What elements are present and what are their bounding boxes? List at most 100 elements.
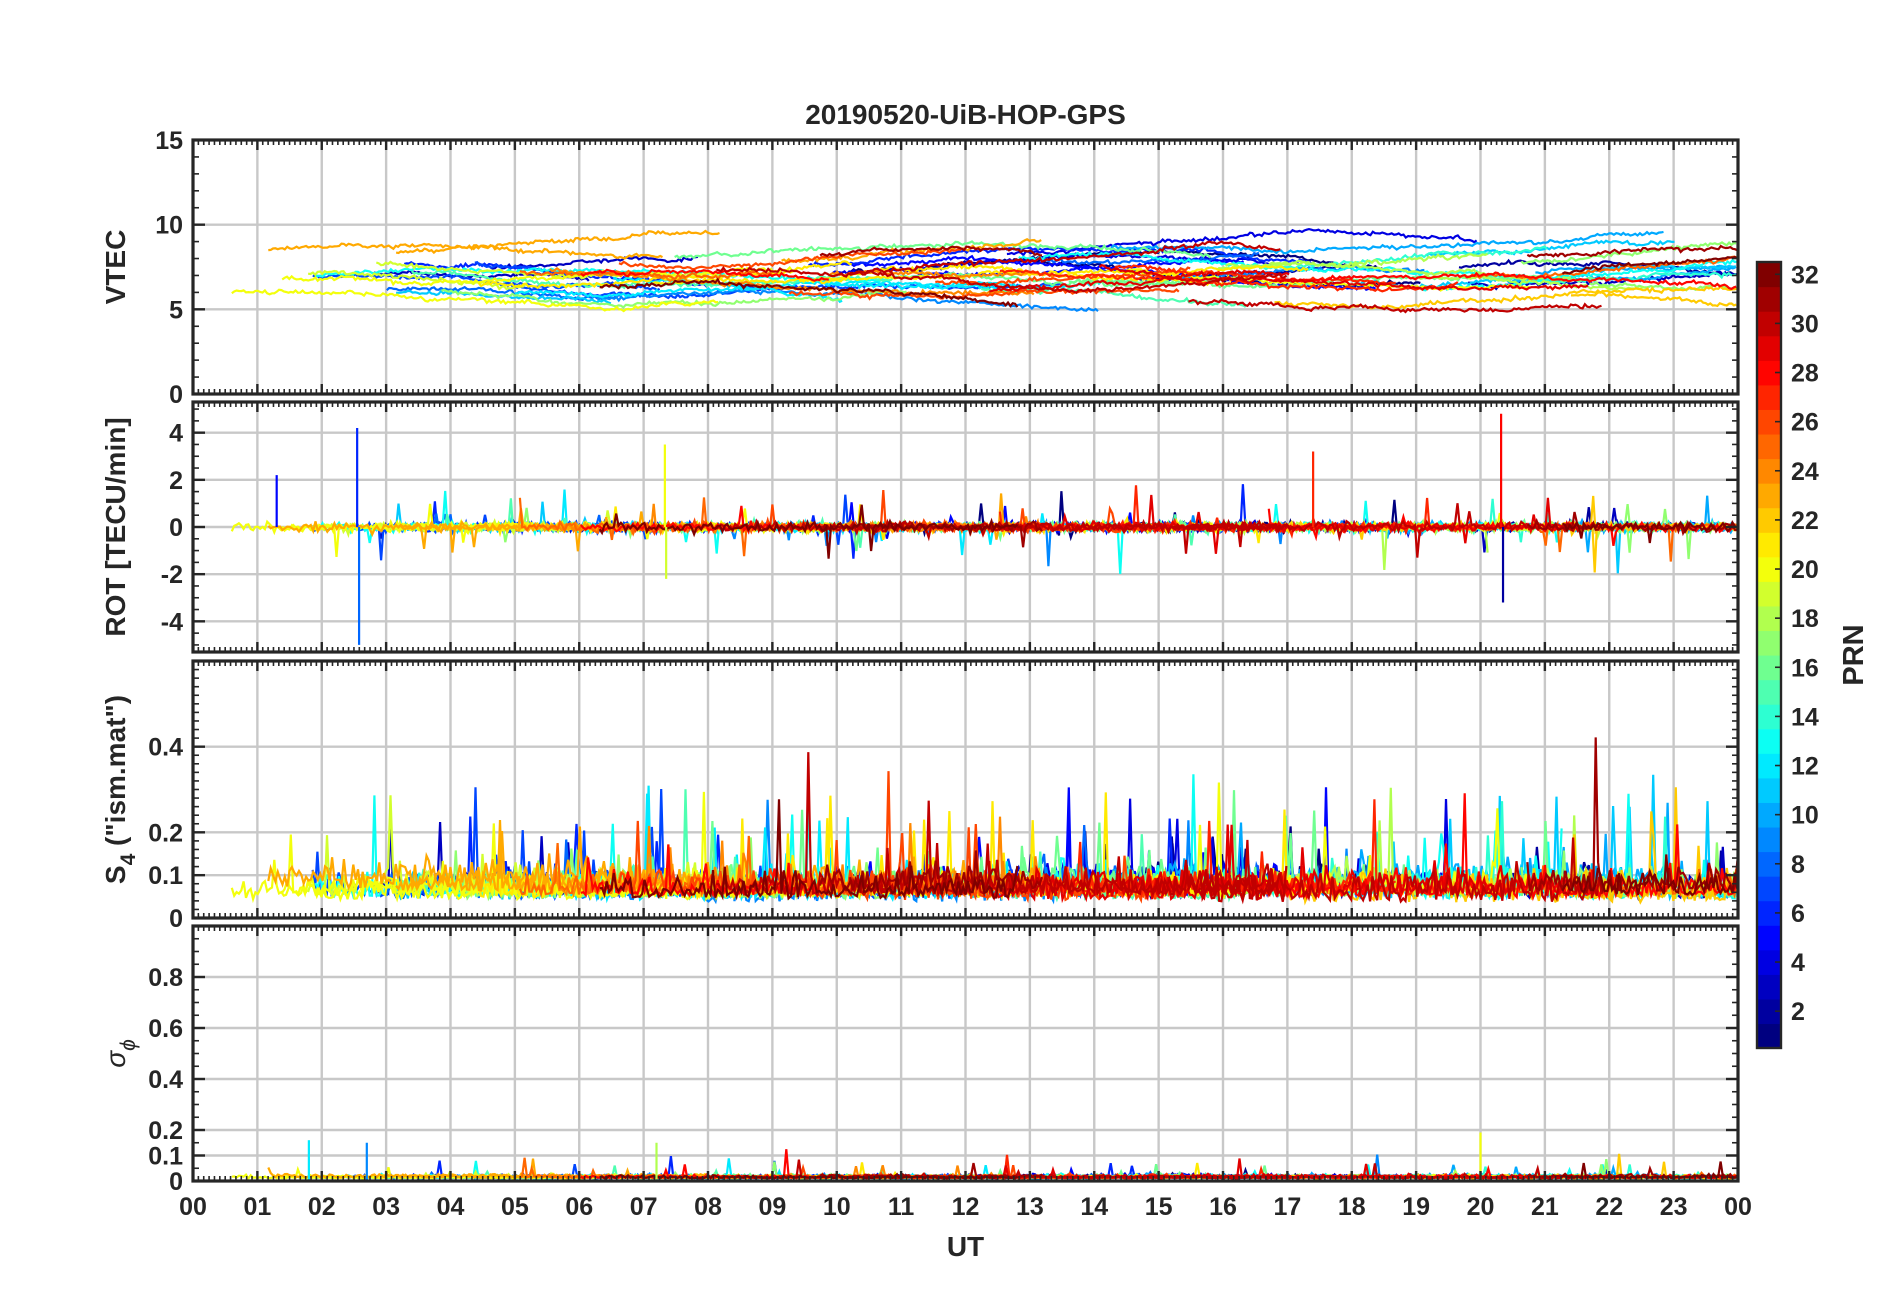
colorbar-tick-label: 14	[1791, 703, 1819, 731]
series-line-prn-29	[989, 268, 1290, 293]
y-tick-label: 0	[169, 1168, 183, 1196]
colorbar-swatch	[1757, 925, 1781, 951]
series-line-prn-17	[1520, 241, 1737, 265]
series-line-prn-32	[1561, 255, 1738, 275]
series-line-prn-32	[1561, 1161, 1738, 1181]
y-tick-label: 15	[155, 127, 183, 155]
panel-vtec: 0 5 10 15 VTEC	[100, 127, 1740, 409]
y-tick-label: 0.1	[148, 862, 183, 890]
series-line-prn-32	[599, 277, 1019, 308]
series-line-prn-20	[231, 288, 719, 313]
y-tick-label: 0.1	[148, 1143, 183, 1171]
series-line-prn-31	[819, 850, 1044, 894]
series-line-prn-29	[1098, 264, 1589, 292]
series-group	[231, 227, 1738, 314]
series-line-prn-10	[1110, 230, 1664, 255]
colorbar-label: PRN	[1838, 624, 1870, 685]
ticks	[191, 138, 1740, 396]
y-tick-label: -2	[161, 561, 183, 589]
y-tick-label: 0.2	[148, 1117, 183, 1145]
x-axis: 00 01 02 03 04 05 06 07 08 09 10 11 12 13 14 15 16 17 18 19…	[179, 1193, 1752, 1221]
series-line-prn-32	[1561, 519, 1738, 544]
colorbar-frame	[1755, 260, 1783, 1050]
y-tick-label: 0	[169, 905, 183, 933]
panel-s4: 0 0.1 0.2 0.4 S4 ("ism.mat")	[100, 659, 1740, 933]
y-label-rest: ("ism.mat")	[100, 695, 131, 854]
ticks	[191, 925, 1740, 1183]
ticks	[191, 402, 1740, 652]
x-axis-label: UT	[947, 1231, 984, 1262]
colorbar-swatch	[1757, 581, 1781, 607]
y-tick-label: 0	[169, 514, 183, 542]
series-line-prn-22	[1571, 290, 1737, 308]
colorbar-swatch	[1757, 728, 1781, 754]
y-label-main: S	[100, 865, 131, 884]
y-tick-label: 4	[169, 420, 183, 448]
x-tick-label: 17	[1273, 1193, 1301, 1221]
series-line-prn-31	[819, 245, 1043, 258]
series-group	[231, 1132, 1738, 1181]
x-tick-label: 20	[1467, 1193, 1495, 1221]
series-line-prn-32	[599, 1172, 1018, 1180]
colorbar-swatch	[1757, 679, 1781, 705]
series-line-prn-6	[808, 246, 1313, 268]
series-line-prn-13	[315, 266, 887, 283]
colorbar-swatch	[1757, 483, 1781, 509]
series-line-prn-32	[1561, 854, 1738, 897]
x-tick-label: 10	[823, 1193, 851, 1221]
x-tick-label: 12	[952, 1193, 980, 1221]
x-tick-label: 09	[758, 1193, 786, 1221]
y-tick-label: 0.6	[148, 1015, 183, 1043]
series-group	[230, 413, 1738, 645]
y-tick-label: 10	[155, 212, 183, 240]
panel-sigma-phi: 00.10.2 0.4 0.6 0.8 σϕ	[100, 924, 1740, 1196]
series-line-prn-23	[395, 516, 721, 552]
x-tick-label: 00	[1724, 1193, 1752, 1221]
colorbar-tick-label: 10	[1791, 802, 1819, 830]
y-label-sub: 4	[117, 853, 140, 865]
series-line-prn-26	[788, 287, 1180, 301]
series-line-prn-18	[1417, 273, 1646, 291]
x-tick-label: 03	[372, 1193, 400, 1221]
x-tick-label: 16	[1209, 1193, 1237, 1221]
colorbar-swatch	[1757, 826, 1781, 853]
colorbar-tick-label: 18	[1791, 605, 1819, 633]
series-line-prn-8	[1040, 251, 1260, 266]
y-tick-label: 0.2	[148, 819, 183, 847]
series-line-prn-2	[1458, 258, 1738, 277]
colorbar-tick-label: 4	[1791, 949, 1805, 977]
x-tick-label: 02	[308, 1193, 336, 1221]
y-label-sub: ϕ	[117, 1039, 140, 1051]
x-tick-label: 05	[501, 1193, 529, 1221]
series-line-prn-21	[795, 265, 1309, 285]
x-tick-label: 14	[1080, 1193, 1108, 1221]
colorbar-swatch	[1757, 433, 1781, 460]
colorbar-tick-label: 24	[1791, 458, 1819, 486]
series-line-prn-28	[580, 844, 830, 899]
series-line-prn-4	[1006, 227, 1478, 257]
series-line-prn-13	[1018, 250, 1562, 282]
colorbar-swatch	[1757, 384, 1781, 410]
colorbar-tick-label: 26	[1791, 409, 1819, 437]
x-tick-label: 04	[437, 1193, 465, 1221]
series-line-prn-32	[599, 799, 1019, 901]
y-tick-label: 0.4	[148, 1066, 183, 1094]
y-tick-label: -4	[161, 608, 183, 636]
x-tick-label: 19	[1402, 1193, 1430, 1221]
y-tick-label: 0.8	[148, 964, 183, 992]
colorbar-swatch	[1757, 335, 1781, 361]
chart-title: 20190520-UiB-HOP-GPS	[805, 99, 1126, 130]
series-line-prn-27	[999, 841, 1459, 898]
x-tick-label: 01	[243, 1193, 271, 1221]
ticks	[191, 660, 1740, 920]
colorbar-swatch	[1757, 286, 1781, 312]
colorbar-tick-label: 16	[1791, 654, 1819, 682]
colorbar-tick-label: 12	[1791, 753, 1819, 781]
y-tick-label: 0	[169, 381, 183, 409]
series-line-prn-31	[1526, 244, 1738, 258]
series-group	[230, 737, 1738, 906]
series-line-prn-30	[715, 240, 1281, 278]
